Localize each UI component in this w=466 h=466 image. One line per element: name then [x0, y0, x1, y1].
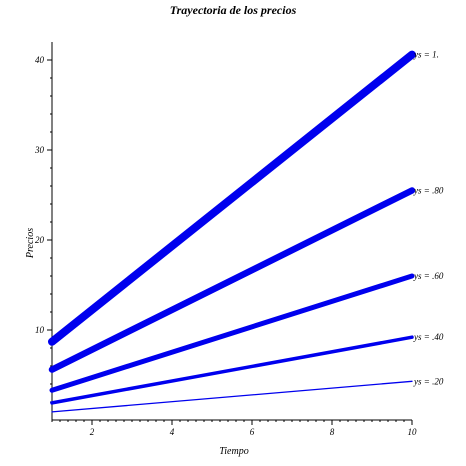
y-tick-label: 30 [34, 145, 45, 155]
series-line [48, 187, 416, 373]
y-axis-label: Precios [25, 228, 36, 259]
series-line [51, 380, 413, 413]
x-tick-label: 2 [90, 427, 95, 437]
chart-title: Trayectoria de los precios [170, 3, 297, 17]
x-tick-label: 6 [250, 427, 255, 437]
y-tick-label: 40 [35, 55, 45, 65]
series-label: ys = 1. [413, 50, 439, 60]
y-tick-label: 20 [35, 235, 45, 245]
plot-area: 2 4 6 8 10 10 20 30 40 ys = 1. ys = .80 ys = .60 ys … [34, 42, 444, 437]
series-line [48, 50, 416, 346]
x-tick-label: 8 [330, 427, 335, 437]
x-tick-label: 4 [170, 427, 175, 437]
x-axis-label: Tiempo [219, 446, 248, 457]
series-label: ys = .60 [413, 271, 444, 281]
series-label: ys = .80 [413, 186, 444, 196]
series-label: ys = .20 [413, 376, 444, 386]
series-line [49, 273, 415, 393]
series-line [50, 335, 414, 405]
y-tick-label: 10 [35, 325, 45, 335]
x-tick-label: 10 [408, 427, 418, 437]
series-label: ys = .40 [413, 332, 444, 342]
